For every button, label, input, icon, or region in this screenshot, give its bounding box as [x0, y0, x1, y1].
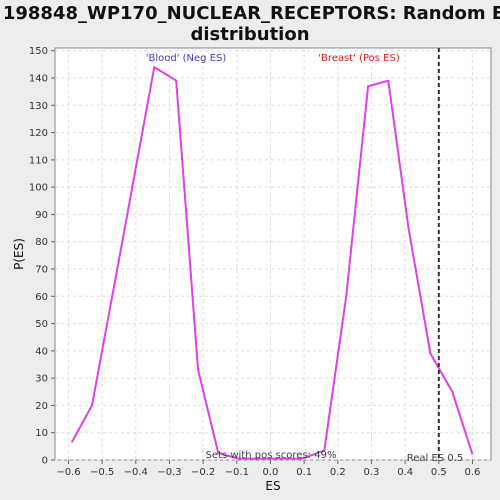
pos-scores-annotation: Sets with pos scores: 49% [206, 450, 337, 461]
y-tick-label: 30 [35, 374, 48, 385]
y-tick-label: 110 [29, 155, 48, 166]
x-tick-label: 0.1 [296, 467, 312, 478]
x-tick-label: −0.2 [191, 467, 215, 478]
x-tick-label: 0.4 [397, 467, 413, 478]
x-tick-label: −0.6 [56, 467, 80, 478]
x-tick-label: −0.4 [124, 467, 148, 478]
y-tick-label: 90 [35, 210, 48, 221]
y-tick-label: 40 [35, 346, 48, 357]
blood-label: 'Blood' (Neg ES) [146, 53, 227, 64]
y-tick-label: 150 [29, 46, 48, 57]
y-tick-label: 80 [35, 237, 48, 248]
y-axis-label: P(ES) [12, 238, 26, 270]
y-tick-label: 70 [35, 265, 48, 276]
y-tick-label: 120 [29, 128, 48, 139]
y-tick-label: 140 [29, 74, 48, 85]
x-tick-label: 0.6 [465, 467, 481, 478]
chart-title-line2: distribution [190, 24, 309, 45]
x-tick-label: 0.0 [263, 467, 279, 478]
y-tick-label: 0 [42, 456, 48, 467]
chart-title-line1: 198848_WP170_NUCLEAR_RECEPTORS: Random E… [3, 3, 500, 24]
x-axis-label: ES [265, 479, 280, 493]
breast-label: 'Breast' (Pos ES) [318, 53, 400, 64]
x-tick-label: −0.1 [225, 467, 249, 478]
x-tick-label: 0.5 [431, 467, 447, 478]
y-tick-label: 130 [29, 101, 48, 112]
x-tick-label: −0.3 [157, 467, 181, 478]
y-tick-label: 100 [29, 183, 48, 194]
x-tick-label: −0.5 [90, 467, 114, 478]
real-es-annotation: Real ES 0.5 [407, 453, 463, 464]
y-tick-label: 60 [35, 292, 48, 303]
y-tick-label: 50 [35, 319, 48, 330]
y-tick-label: 20 [35, 401, 48, 412]
x-tick-label: 0.3 [364, 467, 380, 478]
y-axis-ticks: 0 10 20 30 40 50 60 70 80 90 100 110 120 130 140 150 [29, 46, 55, 466]
y-tick-label: 10 [35, 428, 48, 439]
x-tick-label: 0.2 [330, 467, 346, 478]
